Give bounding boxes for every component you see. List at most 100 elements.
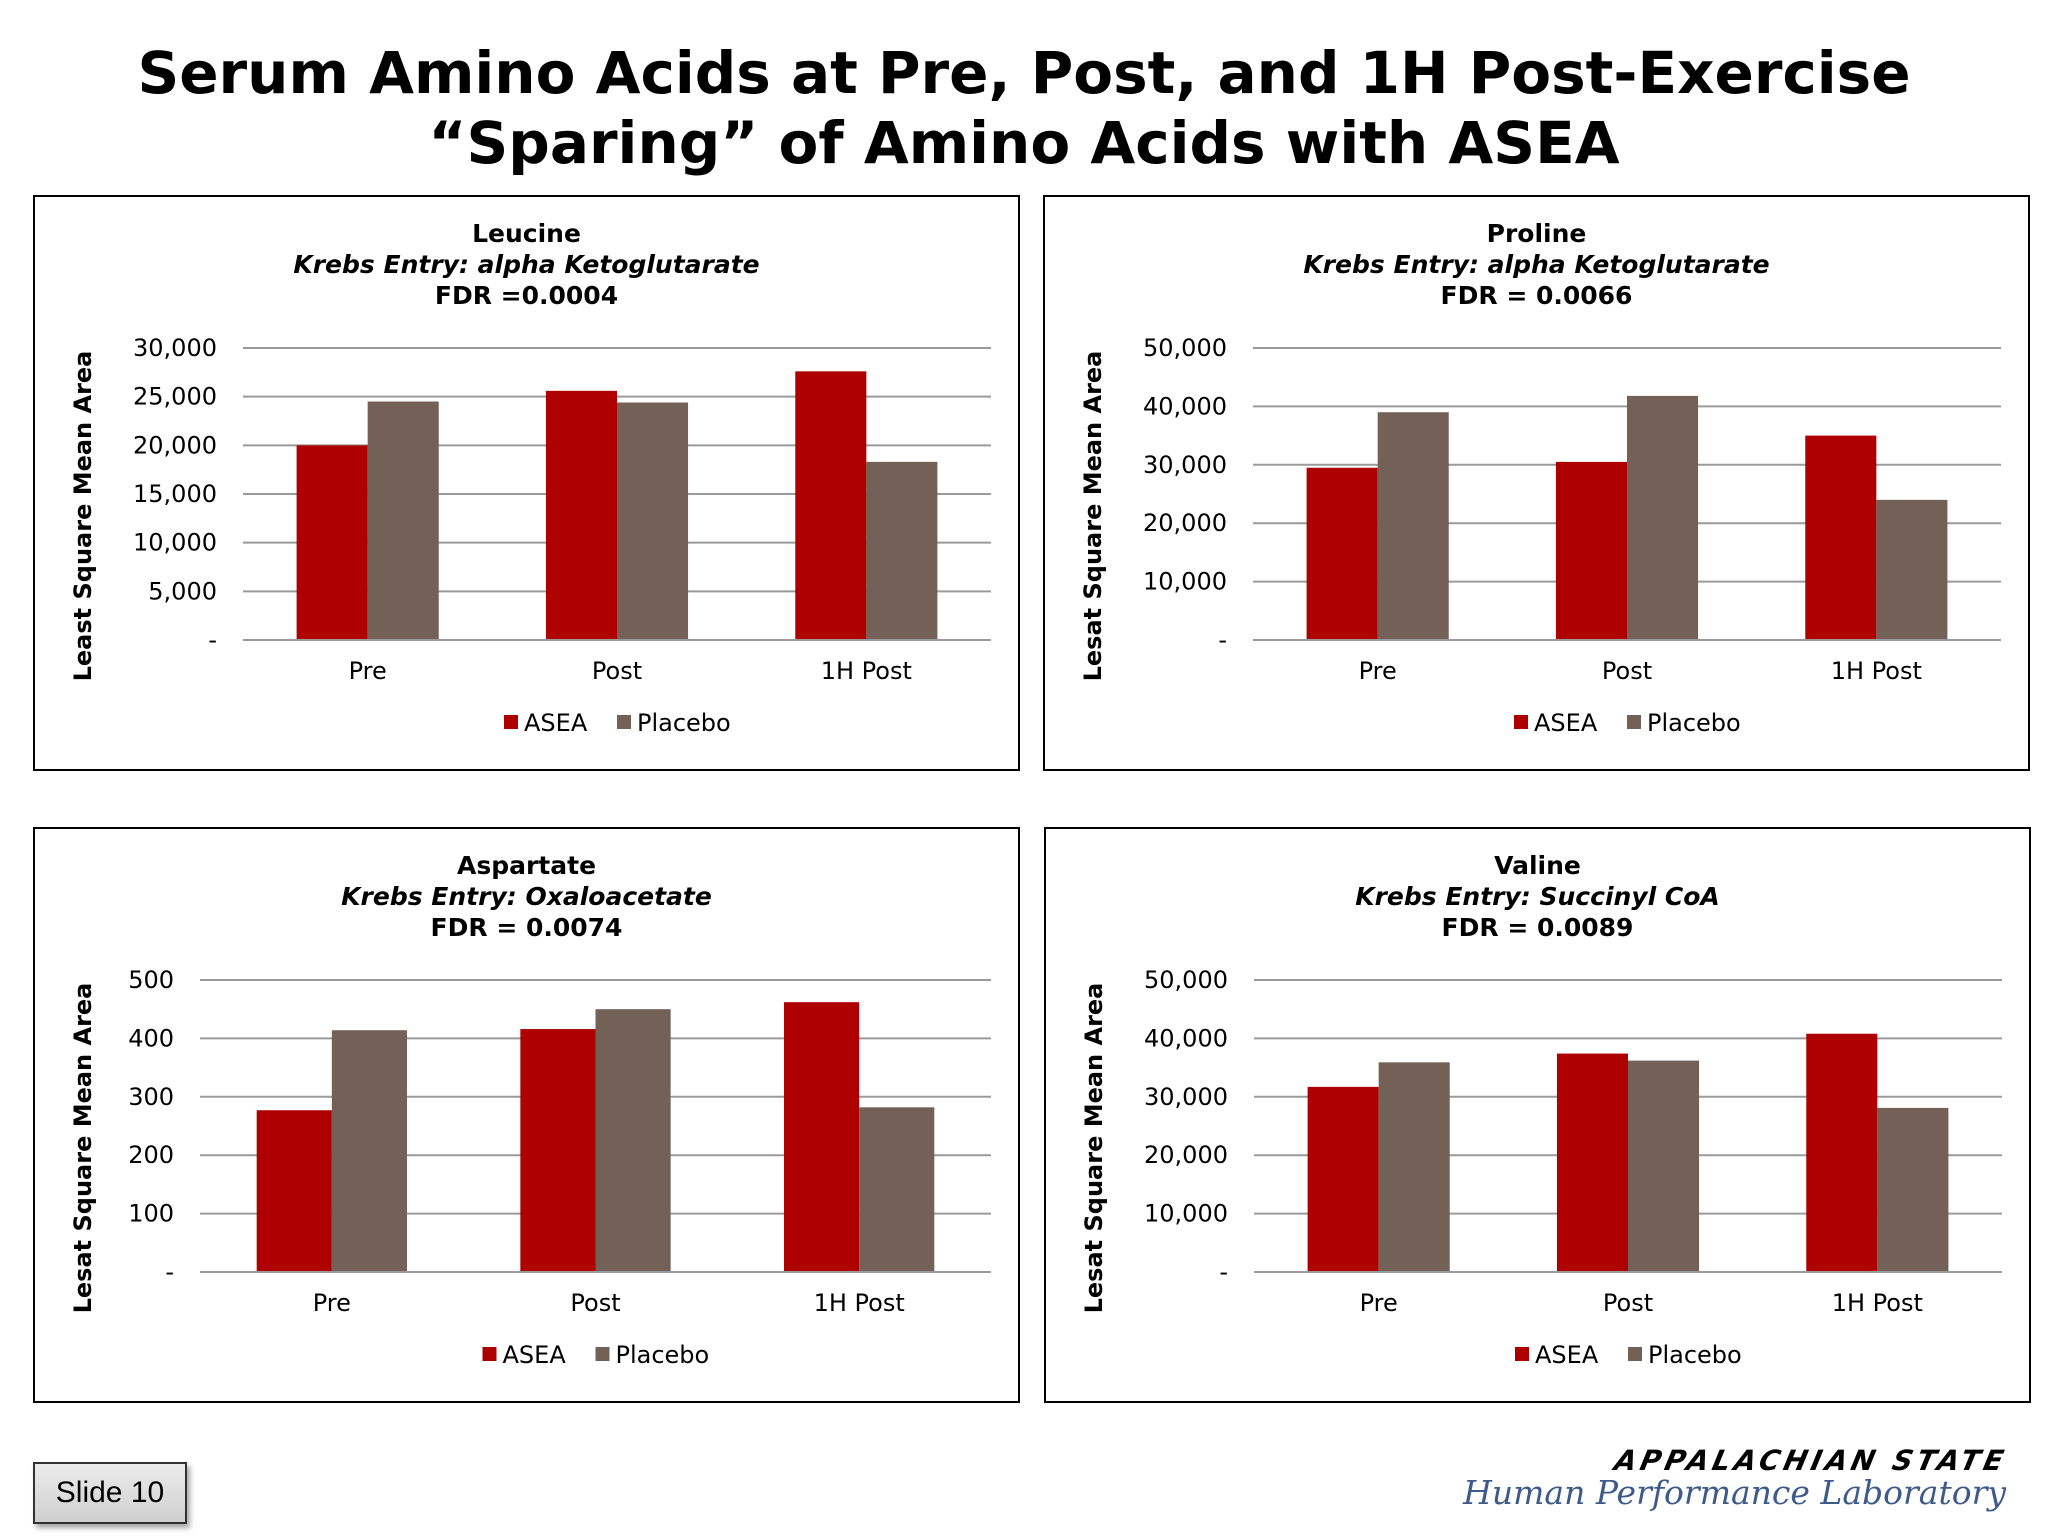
y-tick-label: 15,000 <box>133 480 217 508</box>
bar-asea-1h-post <box>1806 1033 1878 1272</box>
chart-fdr: FDR = 0.0089 <box>1442 913 1634 942</box>
y-tick-label: 10,000 <box>1144 1200 1228 1228</box>
bar-placebo-1h-post <box>1876 499 1948 640</box>
y-tick-label: 100 <box>128 1200 174 1228</box>
chart-fdr: FDR = 0.0074 <box>431 913 623 942</box>
leucine-chart: Leucine Krebs Entry: alpha Ketoglutarate F… <box>33 195 1020 771</box>
legend-label-asea: ASEA <box>524 709 588 737</box>
y-tick-label: 20,000 <box>133 431 217 459</box>
slide-title-line1: Serum Amino Acids at Pre, Post, and 1H P… <box>137 39 1911 107</box>
legend-label-asea: ASEA <box>503 1341 567 1369</box>
y-axis-label: Lesat Square Mean Area <box>1079 351 1107 682</box>
chart-subtitle: Krebs Entry: Oxaloacetate <box>341 882 712 911</box>
proline-chart: Proline Krebs Entry: alpha Ketoglutarate F… <box>1043 195 2030 771</box>
chart-fdr: FDR =0.0004 <box>435 281 618 310</box>
x-tick-label: 1H Post <box>1831 657 1922 685</box>
x-tick-label: Pre <box>1360 1289 1398 1317</box>
legend-swatch-asea <box>504 715 518 729</box>
bar-asea-post <box>1556 1053 1628 1272</box>
y-tick-label: 10,000 <box>133 529 217 557</box>
y-tick-label: 500 <box>128 966 174 994</box>
x-tick-label: 1H Post <box>1832 1289 1923 1317</box>
legend-swatch-placebo <box>595 1347 610 1361</box>
bar-asea-pre <box>296 445 368 640</box>
y-tick-label: 5,000 <box>148 577 217 605</box>
y-tick-label: 40,000 <box>1144 1024 1228 1052</box>
legend-swatch-asea <box>1515 1347 1529 1361</box>
bar-placebo-post <box>595 1009 671 1272</box>
legend-swatch-asea <box>482 1347 497 1361</box>
y-tick-label: 40,000 <box>1143 392 1227 420</box>
y-tick-label: 50,000 <box>1144 966 1228 994</box>
legend-label-asea: ASEA <box>1534 709 1598 737</box>
y-tick-label: 400 <box>128 1024 174 1052</box>
bar-placebo-post <box>617 402 689 640</box>
chart-subtitle: Krebs Entry: Succinyl CoA <box>1355 882 1720 911</box>
bar-placebo-1h-post <box>866 461 938 640</box>
y-tick-label: 30,000 <box>133 334 217 362</box>
valine-chart: Valine Krebs Entry: Succinyl CoA FDR = 0.0… <box>1044 827 2031 1403</box>
y-tick-label: - <box>165 1258 174 1286</box>
bar-asea-1h-post <box>1805 435 1877 640</box>
legend-label-placebo: Placebo <box>1648 1341 1742 1369</box>
x-tick-label: Post <box>570 1289 620 1317</box>
y-axis-label: Lesat Square Mean Area <box>69 983 97 1314</box>
bar-placebo-post <box>1628 1060 1700 1272</box>
y-tick-label: 30,000 <box>1144 1083 1228 1111</box>
y-tick-label: - <box>208 626 217 654</box>
lab-name: Human Performance Laboratory <box>1463 1473 2006 1512</box>
x-tick-label: 1H Post <box>814 1289 905 1317</box>
x-tick-label: Post <box>1602 657 1652 685</box>
y-tick-label: 25,000 <box>133 383 217 411</box>
y-tick-label: - <box>1218 626 1227 654</box>
bar-placebo-pre <box>331 1030 407 1272</box>
slide-title-line2: “Sparing” of Amino Acids with ASEA <box>428 109 1620 177</box>
bar-asea-post <box>520 1029 596 1272</box>
bar-asea-1h-post <box>784 1002 860 1272</box>
y-tick-label: 20,000 <box>1143 509 1227 537</box>
x-tick-label: Pre <box>349 657 387 685</box>
chart-title: Aspartate <box>457 851 596 880</box>
y-tick-label: 50,000 <box>1143 334 1227 362</box>
x-tick-label: Pre <box>1359 657 1397 685</box>
y-tick-label: 30,000 <box>1143 451 1227 479</box>
legend-label-placebo: Placebo <box>1647 709 1741 737</box>
y-axis-label: Lesat Square Mean Area <box>1080 983 1108 1314</box>
legend-label-asea: ASEA <box>1535 1341 1599 1369</box>
x-tick-label: Post <box>1603 1289 1653 1317</box>
slide-title: Serum Amino Acids at Pre, Post, and 1H P… <box>0 38 2048 178</box>
x-tick-label: Post <box>592 657 642 685</box>
y-axis-label: Least Square Mean Area <box>69 351 97 682</box>
bar-placebo-pre <box>1377 412 1449 640</box>
y-tick-label: 300 <box>128 1083 174 1111</box>
y-tick-label: 10,000 <box>1143 568 1227 596</box>
bar-placebo-1h-post <box>859 1107 935 1272</box>
bar-asea-post <box>1555 461 1627 640</box>
aspartate-chart: Aspartate Krebs Entry: Oxaloacetate FDR = … <box>33 827 1020 1403</box>
x-tick-label: Pre <box>313 1289 351 1317</box>
bar-placebo-post <box>1627 395 1699 640</box>
bar-placebo-1h-post <box>1877 1107 1949 1272</box>
y-tick-label: - <box>1219 1258 1228 1286</box>
legend-label-placebo: Placebo <box>616 1341 710 1369</box>
bar-asea-pre <box>1306 467 1378 640</box>
bar-asea-pre <box>1307 1086 1379 1272</box>
bar-asea-pre <box>256 1110 332 1272</box>
chart-subtitle: Krebs Entry: alpha Ketoglutarate <box>293 250 759 279</box>
slide-number-label: Slide 10 <box>55 1476 165 1509</box>
bar-placebo-pre <box>1378 1062 1450 1272</box>
bar-asea-1h-post <box>795 371 867 640</box>
chart-title: Proline <box>1487 219 1587 248</box>
chart-title: Leucine <box>472 219 581 248</box>
legend-swatch-placebo <box>617 715 631 729</box>
chart-title: Valine <box>1494 851 1581 880</box>
chart-fdr: FDR = 0.0066 <box>1441 281 1633 310</box>
y-tick-label: 200 <box>128 1141 174 1169</box>
slide-number-badge: Slide 10 <box>33 1462 187 1524</box>
legend-swatch-asea <box>1514 715 1528 729</box>
legend-swatch-placebo <box>1627 715 1641 729</box>
legend-label-placebo: Placebo <box>637 709 731 737</box>
